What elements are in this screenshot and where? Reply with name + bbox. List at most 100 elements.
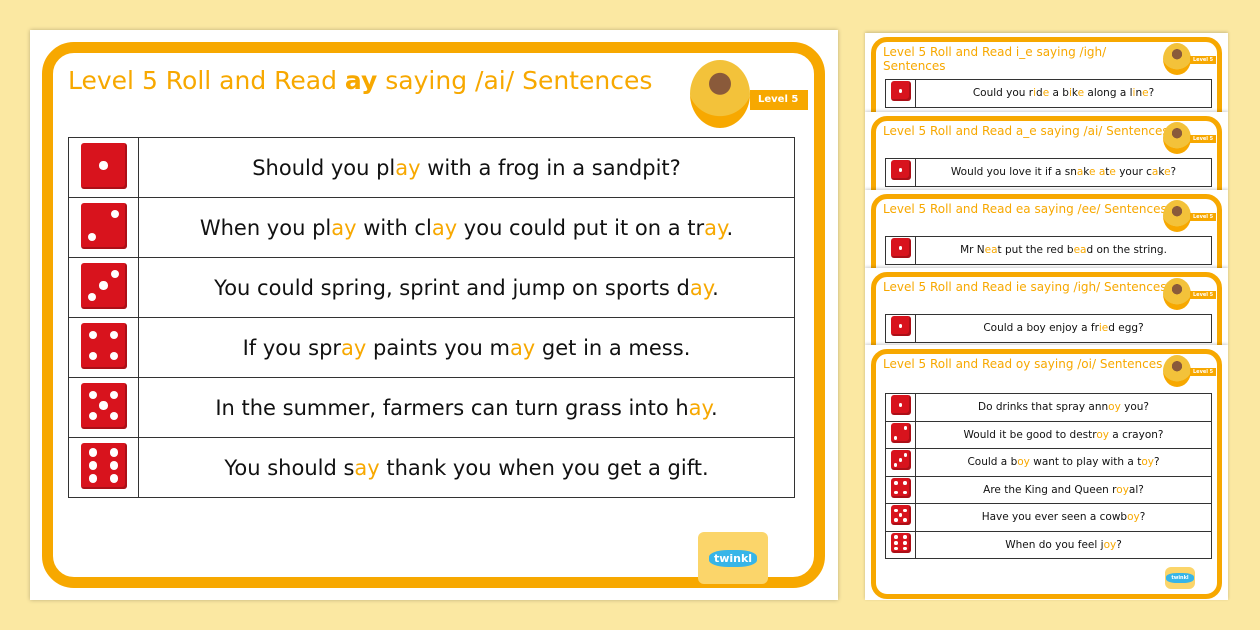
text-segment: thank you when you get a gift. — [379, 455, 709, 480]
text-segment: saying /ai/ Sentences — [377, 66, 653, 95]
highlighted-grapheme: oy — [1103, 538, 1117, 551]
die-pip — [903, 490, 907, 495]
die-6-icon — [890, 532, 911, 553]
die-pip — [109, 411, 119, 421]
die-pip — [894, 546, 898, 551]
thumbnail-worksheet[interactable]: Level 5 Roll and Read a_e saying /ai/ Se… — [865, 112, 1228, 190]
text-segment: a crayon? — [1108, 428, 1164, 441]
highlighted-grapheme: e — [1089, 166, 1096, 179]
sentence-cell: Would you love it if a snake ate your ca… — [915, 158, 1212, 187]
table-row: You should say thank you when you get a … — [68, 437, 795, 498]
die-cell — [885, 503, 916, 532]
text-segment: get in a mess. — [535, 335, 691, 360]
text-segment: d — [1036, 87, 1043, 100]
thumbnail-worksheet[interactable]: Level 5 Roll and Read oy saying /oi/ Sen… — [865, 345, 1228, 600]
table-row: Could a boy enjoy a fried egg? — [885, 314, 1212, 343]
text-segment: Level 5 Roll and Read i_e saying /igh/ S… — [883, 45, 1107, 73]
highlighted-grapheme: i — [1033, 87, 1037, 100]
worksheet-title: Level 5 Roll and Read a_e saying /ai/ Se… — [883, 124, 1169, 138]
sentence-cell: You should say thank you when you get a … — [138, 437, 795, 498]
sentence-table: Could a boy enjoy a fried egg? — [885, 314, 1212, 343]
die-pip — [903, 540, 907, 545]
sentence-table: Should you play with a frog in a sandpit… — [68, 137, 795, 498]
die-1-icon — [890, 395, 911, 416]
highlighted-grapheme: ay — [704, 215, 727, 240]
sentence-cell: Do drinks that spray annoy you? — [915, 393, 1212, 422]
die-cell — [885, 475, 916, 504]
die-pip — [88, 351, 98, 361]
die-pip — [109, 461, 119, 470]
die-pip — [88, 448, 98, 457]
highlighted-grapheme: i — [1068, 87, 1072, 100]
die-cell — [885, 530, 916, 559]
sentence-cell: Should you play with a frog in a sandpit… — [138, 137, 795, 198]
die-pip — [109, 390, 119, 400]
die-pip — [894, 490, 898, 495]
text-segment: t — [1105, 166, 1110, 179]
text-segment: ? — [1116, 538, 1122, 551]
table-row: Do drinks that spray annoy you? — [885, 393, 1212, 422]
highlighted-grapheme: e — [1077, 87, 1085, 100]
die-5-icon — [890, 505, 911, 526]
die-1-icon — [80, 142, 127, 189]
level-badge: Level 5 — [750, 90, 808, 110]
die-pip — [898, 403, 903, 408]
text-segment: al? — [1128, 483, 1144, 496]
text-segment: Are the King and Queen r — [983, 483, 1117, 496]
die-cell — [68, 377, 139, 438]
die-pip — [893, 435, 898, 440]
text-segment: Level 5 Roll and Read a_e saying /ai/ Se… — [883, 124, 1169, 138]
highlighted-grapheme: a — [1151, 166, 1159, 179]
sentence-cell: Have you ever seen a cowboy? — [915, 503, 1212, 532]
sentence-table: Could you ride a bike along a line? — [885, 79, 1212, 108]
highlighted-grapheme: a — [1076, 166, 1084, 179]
text-segment: k — [1158, 166, 1165, 179]
die-pip — [903, 518, 907, 522]
text-segment: When you pl — [199, 215, 332, 240]
level-badge: Level 5 — [1190, 291, 1217, 299]
level-badge: Level 5 — [1190, 135, 1217, 143]
die-1-icon — [890, 81, 911, 102]
highlighted-grapheme: e — [1164, 166, 1171, 179]
text-segment: Level 5 Roll and Read ie saying /igh/ Se… — [883, 280, 1167, 294]
thumbnail-worksheet[interactable]: Level 5 Roll and Read ea saying /ee/ Sen… — [865, 190, 1228, 268]
die-cell — [885, 448, 916, 477]
sentence-table: Do drinks that spray annoy you? Would it … — [885, 393, 1212, 559]
twinkl-logo: twinkl — [1165, 567, 1195, 589]
text-segment: Level 5 Roll and Read oy saying /oi/ Sen… — [883, 357, 1163, 371]
highlighted-grapheme: a — [1098, 166, 1106, 179]
thumbnail-worksheet[interactable]: Level 5 Roll and Read i_e saying /igh/ S… — [865, 33, 1228, 112]
table-row: Are the King and Queen royal? — [885, 475, 1212, 504]
highlighted-grapheme: oy — [1096, 428, 1109, 441]
worksheet-title: Level 5 Roll and Read ie saying /igh/ Se… — [883, 280, 1167, 294]
die-pip — [894, 481, 898, 485]
highlighted-grapheme: ay — [341, 335, 367, 360]
table-row: When you play with clay you could put it… — [68, 197, 795, 258]
text-segment: Have you ever seen a cowb — [981, 511, 1128, 524]
table-row: If you spray paints you may get in a mes… — [68, 317, 795, 378]
text-segment: ? — [1153, 456, 1160, 469]
die-pip — [88, 330, 98, 340]
die-pip — [894, 535, 898, 539]
characters-avatar-icon — [1163, 200, 1191, 232]
die-pip — [894, 508, 898, 513]
sentence-cell: Could a boy want to play with a toy? — [915, 448, 1212, 477]
thumbnail-worksheet[interactable]: Level 5 Roll and Read ie saying /igh/ Se… — [865, 268, 1228, 345]
text-segment: you could put it on a tr — [457, 215, 705, 240]
die-cell — [885, 393, 916, 422]
level-badge: Level 5 — [1190, 213, 1217, 221]
text-segment: ay — [344, 66, 378, 95]
text-segment: ? — [1139, 511, 1146, 524]
die-pip — [88, 474, 98, 483]
table-row: Would you love it if a snake ate your ca… — [885, 158, 1212, 187]
die-pip — [898, 324, 903, 329]
text-segment: You could spring, sprint and jump on spo… — [214, 275, 690, 300]
die-cell — [68, 437, 139, 498]
die-pip — [109, 448, 119, 457]
text-segment: Could you r — [972, 87, 1034, 100]
text-segment: a b — [1049, 87, 1069, 100]
text-segment: n — [1135, 87, 1143, 100]
twinkl-logo: twinkl — [698, 532, 768, 584]
sentence-cell: When do you feel joy? — [915, 530, 1212, 559]
highlighted-grapheme: ay — [354, 455, 380, 480]
